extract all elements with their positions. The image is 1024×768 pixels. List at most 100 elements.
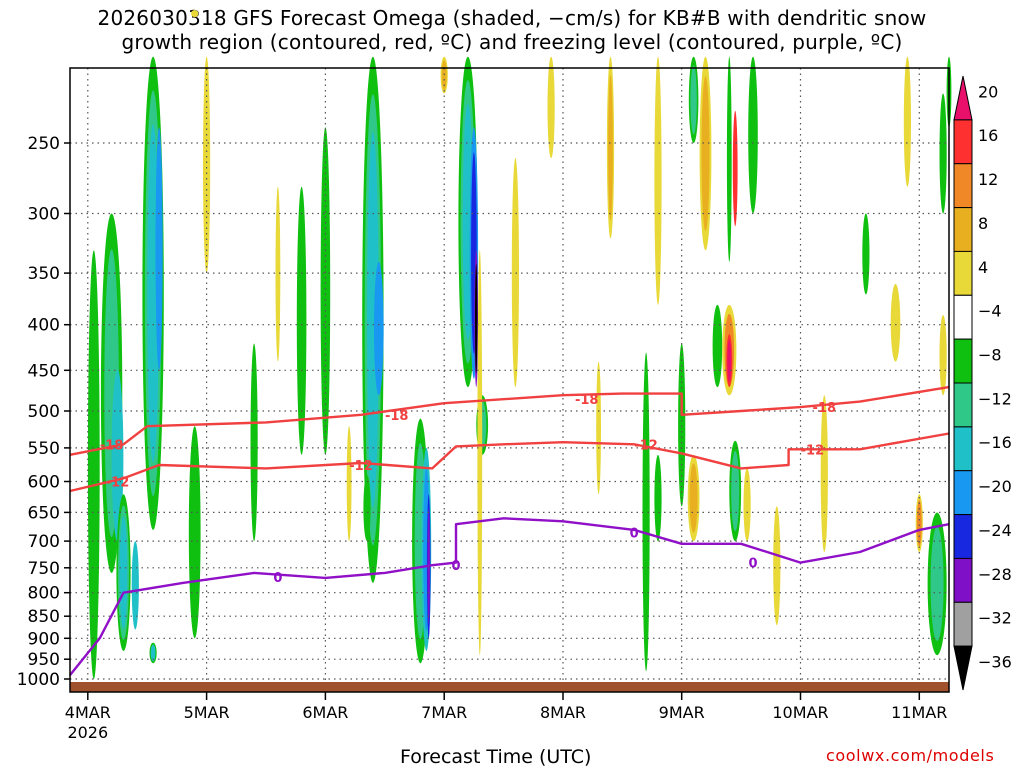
colorbar-label: −4 [978,302,1002,321]
y-tick-label: 650 [28,503,60,523]
omega-shading-cell [773,506,781,626]
omega-shading-cell [87,250,100,679]
x-tick-label: 5MAR [184,703,230,722]
colorbar: 20 16 12 8 4 −4 −8 −12 −16 −20 −24 −28 −32 −36 [953,75,1012,691]
colorbar-swatch [953,426,973,472]
omega-shading-cell [701,76,710,231]
grid-layer [70,68,949,692]
colorbar-swatch [953,601,973,647]
colorbar-swatch [953,207,973,253]
y-tick-label: 800 [28,584,60,604]
colorbar-label: 4 [978,258,988,277]
colorbar-label: −32 [978,609,1012,628]
colorbar-swatch [953,514,973,559]
y-tick-label: 950 [28,650,60,670]
omega-shading-cell [748,56,758,214]
omega-shading-cell [363,475,371,541]
omega-shading-cell [477,250,483,656]
y-tick-label: 400 [28,316,60,336]
omega-shading-cell [732,110,738,227]
omega-shading-cell [689,463,698,533]
x-tick-label: 4MAR [65,703,111,722]
omega-shading-cell [475,264,478,374]
colorbar-label: 20 [978,82,998,101]
contour-line-minus18 [69,385,950,456]
omega-shading-cell [596,361,601,495]
x-axis: 4MAR 5MAR 6MAR 7MAR 8MAR 9MAR 10MAR 11MAR 2026 [65,692,947,742]
contour-label: -18 [575,393,599,408]
omega-shading-cell [939,93,947,214]
contour-line-0 [69,517,950,676]
omega-shading-cell [547,56,555,159]
colorbar-label: 8 [978,214,988,233]
omega-shading-cell [155,127,163,371]
omega-shading-cell [727,339,732,382]
y-tick-label: 550 [28,439,60,459]
x-tick-label: 10MAR [772,703,828,722]
omega-shading-cell [916,499,922,547]
chart-title-line-1: 2026030318 GFS Forecast Omega (shaded, −… [97,6,927,30]
colorbar-top-triangle [953,75,973,121]
omega-shading-cell [374,261,384,396]
contour-label: 0 [273,571,282,586]
contour-label: -12 [349,459,373,474]
colorbar-label: −8 [978,346,1002,365]
credit-link[interactable]: coolwx.com/models [826,746,995,765]
colorbar-swatch [953,119,973,165]
omega-shading-cell [250,343,258,542]
y-axis: 2503003504004505005506006507007508008509… [17,134,70,690]
heatmap-layer [87,10,952,679]
omega-shading-cell [511,158,519,388]
omega-shading-cell [930,526,944,641]
x-tick-label: 7MAR [421,703,467,722]
omega-shading-cell [939,315,947,396]
omega-shading-cell [296,186,307,455]
y-tick-label: 850 [28,607,60,627]
omega-shading-cell [890,284,901,362]
colorbar-label: −28 [978,565,1012,584]
omega-shading-cell [191,10,199,18]
contour-label: -12 [801,443,825,458]
colorbar-swatch [953,338,973,384]
x-tick-label: 11MAR [891,703,947,722]
y-tick-label: 350 [28,264,60,284]
omega-shading-cell [111,370,124,542]
y-tick-label: 250 [28,134,60,154]
omega-shading-cell [642,352,650,672]
y-tick-label: 750 [28,559,60,579]
chart-title-line-2: growth region (contoured, red, ºC) and f… [121,30,903,54]
y-tick-label: 900 [28,629,60,649]
y-tick-label: 450 [28,361,60,381]
colorbar-label: −36 [978,653,1012,672]
colorbar-label: −16 [978,433,1012,452]
contour-layer: -18 -18 -18 -18 -12 -12 -12 -12 0 0 0 0 [69,385,950,676]
omega-shading-cell [726,56,732,262]
omega-shading-cell [654,454,662,542]
colorbar-label: −20 [978,477,1012,496]
contour-label: -18 [813,401,837,416]
y-tick-label: 700 [28,532,60,552]
contour-label: -18 [100,438,124,453]
contour-line-minus12 [69,432,950,493]
y-tick-label: 600 [28,473,60,493]
colorbar-swatch [953,470,973,516]
contour-label: 0 [748,557,757,572]
colorbar-label: −12 [978,389,1012,408]
contour-label: -12 [106,476,130,491]
x-axis-title: Forecast Time (UTC) [400,746,592,768]
y-tick-label: 300 [28,205,60,225]
omega-shading-cell [862,213,870,295]
x-tick-label: 8MAR [540,703,586,722]
omega-shading-cell [690,65,697,135]
plot-frame [69,67,950,693]
omega-shading-cell [820,395,828,552]
colorbar-bottom-triangle [953,645,973,691]
chart-title: 2026030318 GFS Forecast Omega (shaded, −… [0,6,1024,54]
colorbar-swatch [953,382,973,428]
x-tick-label: 9MAR [659,703,705,722]
omega-shading-cell [203,56,211,274]
x-tick-label: 6MAR [302,703,348,722]
colorbar-swatch [953,294,973,340]
omega-shading-cell [150,644,156,662]
